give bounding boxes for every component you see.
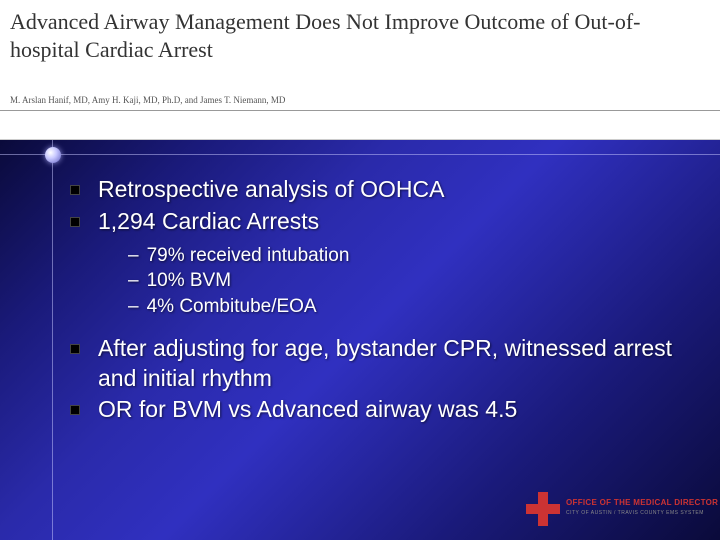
bullet-text: 1,294 Cardiac Arrests <box>98 207 319 237</box>
slide-body: Retrospective analysis of OOHCA 1,294 Ca… <box>0 140 720 540</box>
square-bullet-icon <box>70 185 80 195</box>
sub-bullet-list: – 79% received intubation – 10% BVM – 4%… <box>128 243 690 320</box>
dash-bullet-icon: – <box>128 294 139 320</box>
paper-title: Advanced Airway Management Does Not Impr… <box>10 8 710 63</box>
square-bullet-icon <box>70 344 80 354</box>
sub-bullet-item: – 10% BVM <box>128 268 690 294</box>
bullet-text: Retrospective analysis of OOHCA <box>98 175 444 205</box>
sub-bullet-text: 79% received intubation <box>147 243 350 269</box>
dash-bullet-icon: – <box>128 243 139 269</box>
square-bullet-icon <box>70 217 80 227</box>
bullet-item: Retrospective analysis of OOHCA <box>70 175 690 205</box>
decor-dot-icon <box>45 147 61 163</box>
header-rule <box>0 110 720 111</box>
bullet-text: OR for BVM vs Advanced airway was 4.5 <box>98 395 517 425</box>
medical-cross-icon <box>526 504 560 514</box>
logo-sub-text: CITY OF AUSTIN / TRAVIS COUNTY EMS SYSTE… <box>566 510 704 516</box>
content-area: Retrospective analysis of OOHCA 1,294 Ca… <box>70 175 690 427</box>
bullet-item: After adjusting for age, bystander CPR, … <box>70 334 690 394</box>
bullet-item: 1,294 Cardiac Arrests <box>70 207 690 237</box>
decor-horizontal-line <box>0 154 720 155</box>
decor-vertical-line <box>52 140 53 540</box>
paper-authors: M. Arslan Hanif, MD, Amy H. Kaji, MD, Ph… <box>10 95 285 105</box>
bullet-text: After adjusting for age, bystander CPR, … <box>98 334 690 394</box>
sub-bullet-item: – 79% received intubation <box>128 243 690 269</box>
paper-header: Advanced Airway Management Does Not Impr… <box>0 0 720 140</box>
sub-bullet-item: – 4% Combitube/EOA <box>128 294 690 320</box>
square-bullet-icon <box>70 405 80 415</box>
sub-bullet-text: 4% Combitube/EOA <box>147 294 317 320</box>
footer-logo: OFFICE OF THE MEDICAL DIRECTOR CITY OF A… <box>526 490 696 530</box>
bullet-item: OR for BVM vs Advanced airway was 4.5 <box>70 395 690 425</box>
sub-bullet-text: 10% BVM <box>147 268 231 294</box>
dash-bullet-icon: – <box>128 268 139 294</box>
logo-main-text: OFFICE OF THE MEDICAL DIRECTOR <box>566 498 718 507</box>
